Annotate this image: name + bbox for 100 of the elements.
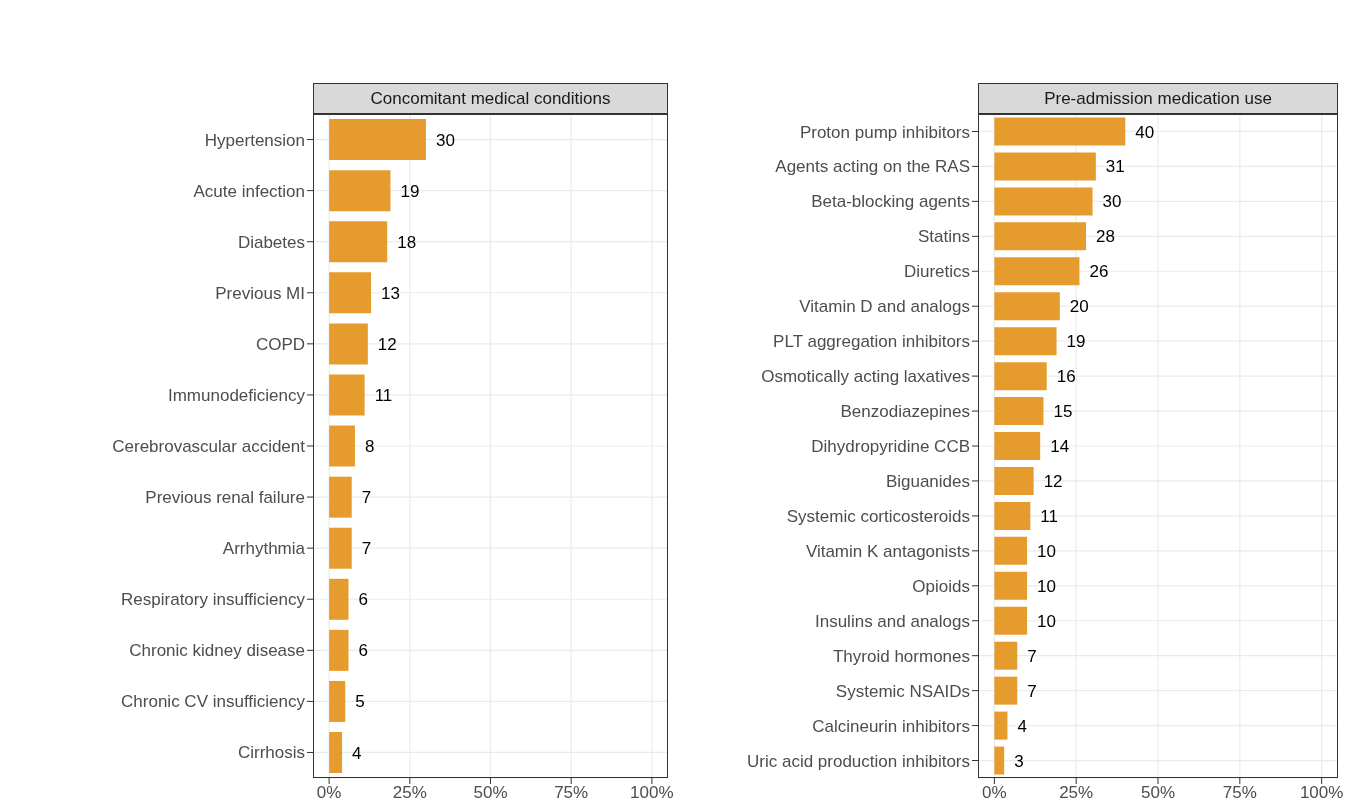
bar (994, 327, 1057, 356)
chart-title: Pre-admission medication use (978, 83, 1338, 114)
bar (994, 152, 1096, 181)
bar (329, 732, 343, 774)
data-label: 7 (361, 539, 372, 559)
y-tick-label: Diabetes (237, 232, 305, 252)
x-tick-label: 25% (392, 783, 427, 803)
y-tick-label: Respiratory insufficiency (121, 590, 306, 610)
y-tick-label: PLT aggregation inhibitors (773, 332, 970, 352)
y-tick-label: Statins (918, 227, 970, 247)
y-tick-label: Systemic corticosteroids (786, 506, 970, 526)
y-tick-label: Previous MI (215, 283, 305, 303)
bar (994, 676, 1018, 705)
y-tick-label: Proton pump inhibitors (799, 122, 970, 142)
bar (329, 680, 346, 722)
bar (329, 629, 349, 671)
y-tick-label: Arrhythmia (222, 539, 306, 559)
bar (994, 362, 1047, 391)
data-label: 31 (1105, 157, 1125, 177)
y-tick-label: Opioids (912, 576, 970, 596)
bar (994, 117, 1126, 146)
y-tick-label: Chronic kidney disease (129, 641, 305, 661)
bar (994, 257, 1080, 286)
data-label: 30 (1102, 192, 1122, 212)
y-tick-label: COPD (255, 334, 305, 354)
x-tick-label: 25% (1059, 783, 1094, 803)
bar (994, 187, 1093, 216)
data-label: 14 (1050, 437, 1070, 457)
bar (329, 425, 355, 467)
bar (994, 292, 1060, 321)
x-tick-label: 0% (316, 783, 342, 803)
data-label: 28 (1096, 227, 1115, 247)
data-label: 6 (358, 641, 368, 661)
x-tick-label: 100% (630, 783, 674, 803)
bar (329, 323, 368, 365)
bar (329, 170, 391, 212)
bar (329, 272, 372, 314)
bar (994, 397, 1044, 426)
data-label: 7 (1027, 646, 1037, 666)
bar (994, 466, 1034, 495)
y-tick-label: Cerebrovascular accident (112, 437, 306, 457)
bar (994, 571, 1028, 600)
y-tick-label: Acute infection (193, 181, 305, 201)
x-tick-label: 50% (473, 783, 508, 803)
bar (994, 746, 1005, 775)
y-tick-label: Benzodiazepines (840, 402, 970, 422)
data-label: 11 (1040, 506, 1059, 526)
data-label: 19 (1066, 332, 1086, 352)
y-tick-label: Vitamin K antagonists (805, 541, 970, 561)
y-tick-label: Diuretics (903, 262, 970, 282)
y-tick-label: Systemic NSAIDs (835, 681, 970, 701)
y-tick-label: Uric acid production inhibitors (747, 751, 970, 771)
y-tick-label: Previous renal failure (145, 488, 305, 508)
bar (329, 476, 352, 518)
y-tick-label: Chronic CV insufficiency (121, 692, 306, 712)
data-label: 40 (1135, 122, 1155, 142)
y-tick-label: Biguanides (885, 471, 970, 491)
x-tick-label: 75% (1222, 783, 1257, 803)
data-label: 10 (1037, 576, 1057, 596)
data-label: 26 (1089, 262, 1109, 282)
x-tick-label: 50% (1140, 783, 1176, 803)
y-tick-label: Cirrhosis (237, 743, 305, 763)
y-tick-label: Agents acting on the RAS (775, 157, 970, 177)
data-label: 10 (1037, 611, 1057, 631)
data-label: 3 (1014, 751, 1024, 771)
data-label: 4 (352, 743, 362, 763)
data-label: 8 (364, 437, 375, 457)
y-tick-label: Hypertension (204, 130, 305, 150)
data-label: 12 (377, 334, 397, 354)
data-label: 5 (355, 692, 365, 712)
y-tick-label: Calcineurin inhibitors (812, 716, 970, 736)
data-label: 11 (374, 386, 393, 406)
data-label: 10 (1037, 541, 1057, 561)
bar (994, 432, 1041, 461)
bar (994, 536, 1028, 565)
bar (994, 641, 1018, 670)
data-label: 4 (1017, 716, 1027, 736)
bar (994, 606, 1028, 635)
bar (329, 374, 365, 416)
data-label: 6 (358, 590, 368, 610)
data-label: 7 (1027, 681, 1037, 701)
data-label: 18 (397, 232, 417, 252)
bar (329, 221, 388, 263)
data-label: 30 (435, 130, 455, 150)
x-tick-label: 0% (982, 783, 1007, 803)
bar (994, 711, 1008, 740)
data-label: 19 (400, 181, 420, 201)
bar (329, 119, 426, 161)
y-tick-label: Thyroid hormones (832, 646, 970, 666)
data-label: 20 (1069, 297, 1089, 317)
data-label: 7 (361, 488, 372, 508)
bar (329, 527, 352, 569)
chart-title: Concomitant medical conditions (313, 83, 668, 114)
y-tick-label: Immunodeficiency (167, 385, 306, 405)
data-label: 13 (381, 283, 401, 303)
bar (994, 501, 1031, 530)
data-label: 12 (1043, 472, 1063, 491)
y-tick-label: Osmotically acting laxatives (761, 367, 970, 387)
x-tick-label: 75% (554, 783, 589, 803)
data-label: 16 (1056, 367, 1076, 387)
